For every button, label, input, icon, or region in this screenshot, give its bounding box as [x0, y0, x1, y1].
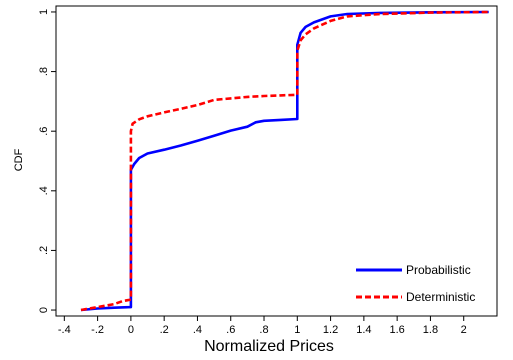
x-tick-label: 0: [128, 324, 134, 336]
y-tick-label: .6: [38, 127, 50, 136]
x-tick-label: .4: [193, 324, 202, 336]
y-tick-label: 1: [38, 9, 50, 15]
x-tick-label: 1.8: [423, 324, 438, 336]
x-tick-label: 1.2: [323, 324, 338, 336]
y-tick-label: .8: [38, 67, 50, 76]
series-line-deterministic: [80, 10, 489, 312]
legend-label-deterministic: Deterministic: [406, 290, 475, 304]
legend: Probabilistic Deterministic: [356, 263, 475, 304]
legend-label-probabilistic: Probabilistic: [406, 263, 471, 277]
y-axis-title: CDF: [13, 148, 25, 171]
x-tick-label: -.4: [58, 324, 71, 336]
y-tick-label: .4: [38, 186, 50, 195]
series-layer: [80, 10, 489, 312]
plot-frame: [55, 5, 498, 317]
x-tick-label: .2: [160, 324, 169, 336]
x-tick-label: 1: [294, 324, 300, 336]
x-axis-title: Normalized Prices: [204, 338, 334, 355]
x-tick-label: 1.6: [390, 324, 405, 336]
y-tick-label: .2: [38, 246, 50, 255]
x-axis: -.4 -.2 0 .2 .4 .6 .8 1 1.2 1.4 1.6 1.8 2: [58, 316, 467, 336]
x-tick-label: 1.4: [356, 324, 371, 336]
x-tick-label: .8: [259, 324, 268, 336]
x-tick-label: 2: [461, 324, 467, 336]
x-tick-label: .6: [226, 324, 235, 336]
plot-area: [55, 5, 498, 317]
y-axis: 0 .2 .4 .6 .8 1: [38, 9, 56, 313]
x-tick-label: -.2: [91, 324, 104, 336]
y-tick-label: 0: [38, 307, 50, 313]
